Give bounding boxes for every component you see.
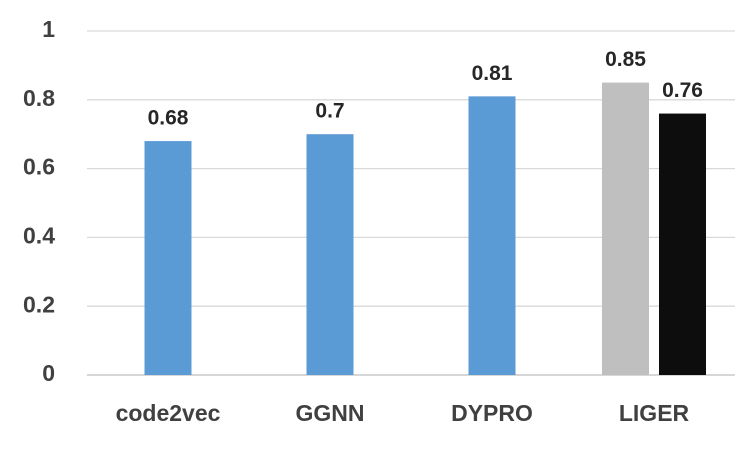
x-tick-label: LIGER	[619, 400, 690, 426]
bar	[602, 82, 649, 375]
bar	[659, 113, 706, 375]
x-tick-label: GGNN	[296, 400, 365, 426]
value-label: 0.7	[315, 100, 344, 123]
y-tick-label: 0.2	[23, 291, 55, 317]
value-label: 0.76	[662, 79, 703, 102]
bar	[468, 96, 516, 376]
value-label: 0.85	[605, 48, 646, 71]
y-tick-label: 0.6	[23, 154, 55, 180]
y-tick-label: 0.4	[23, 222, 55, 248]
value-label: 0.81	[472, 62, 513, 85]
x-tick-label: code2vec	[116, 400, 221, 426]
bar	[306, 134, 354, 375]
x-tick-label: DYPRO	[451, 400, 533, 426]
value-label: 0.68	[148, 107, 189, 130]
y-tick-label: 0	[42, 360, 55, 386]
y-tick-label: 0.8	[23, 85, 55, 111]
bar	[144, 141, 192, 375]
y-tick-label: 1	[42, 16, 55, 42]
